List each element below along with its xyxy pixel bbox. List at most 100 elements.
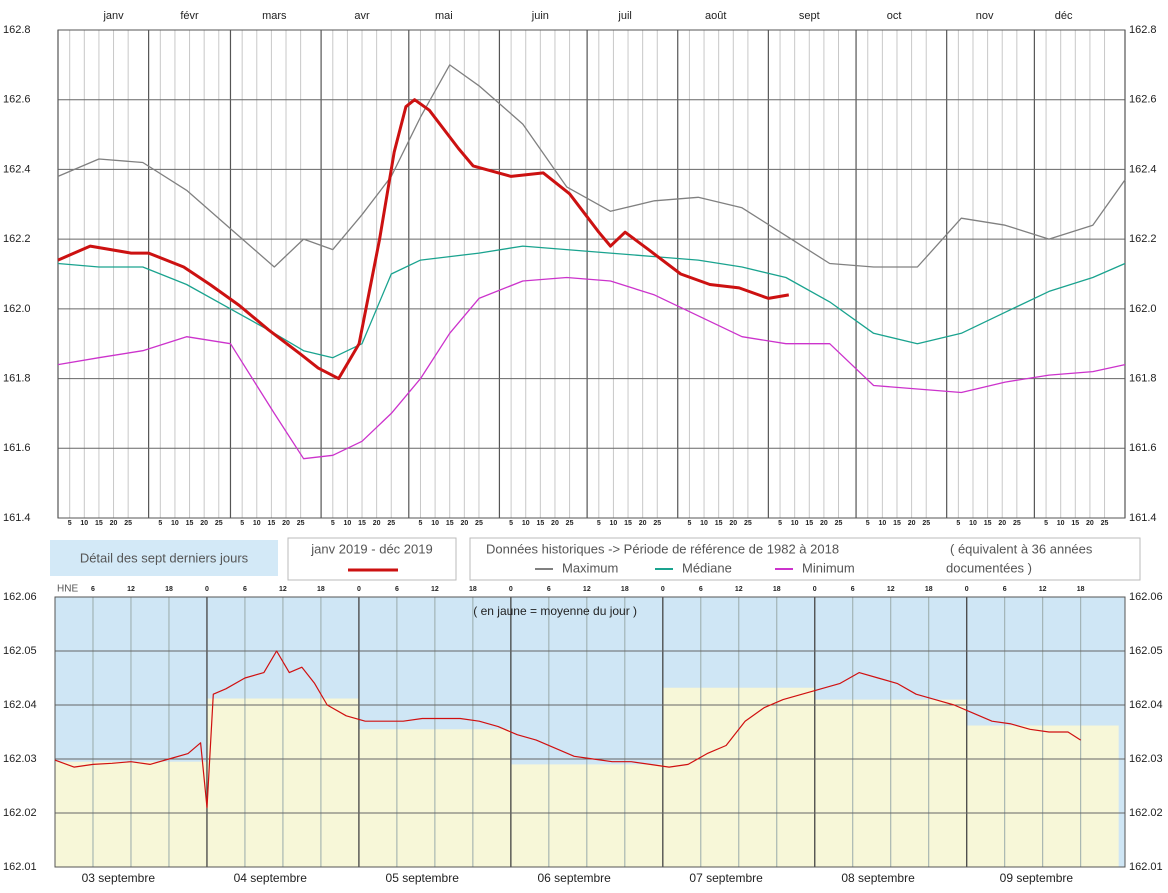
y-tick-label-right: 162.8 <box>1129 24 1157 36</box>
x-tick-label: août <box>705 10 726 22</box>
day-tick-label: 20 <box>200 520 208 527</box>
day-tick-label: 25 <box>653 520 661 527</box>
day-tick-label: 20 <box>998 520 1006 527</box>
series-line <box>57 245 1126 359</box>
legend-title: Données historiques -> Période de référe… <box>486 541 839 556</box>
x-tick-label: 6 <box>1003 586 1007 593</box>
day-tick-label: 15 <box>1071 520 1079 527</box>
day-tick-label: 10 <box>1057 520 1065 527</box>
x-tick-label: juin <box>531 10 549 22</box>
day-tick-label: 20 <box>1086 520 1094 527</box>
legend-label: Maximum <box>562 560 618 575</box>
y-tick-label-right: 162.05 <box>1129 645 1163 657</box>
x-tick-label: 12 <box>127 586 135 593</box>
day-tick-label: 5 <box>956 520 960 527</box>
x-tick-label: 18 <box>1077 586 1085 593</box>
day-tick-label: 25 <box>215 520 223 527</box>
day-tick-label: 5 <box>158 520 162 527</box>
x-axis-label: HNE <box>57 584 78 595</box>
x-tick-label: 0 <box>357 586 361 593</box>
day-tick-label: 15 <box>95 520 103 527</box>
day-tick-label: 10 <box>791 520 799 527</box>
x-tick-label: mars <box>262 10 287 22</box>
x-tick-label: 0 <box>965 586 969 593</box>
x-tick-label: 6 <box>395 586 399 593</box>
y-tick-label: 162.2 <box>3 233 31 245</box>
day-tick-label: 10 <box>969 520 977 527</box>
y-tick-label-right: 162.03 <box>1129 753 1163 765</box>
day-tick-label: 15 <box>715 520 723 527</box>
legend-box-history <box>469 537 1141 581</box>
y-tick-label: 162.8 <box>3 24 31 36</box>
day-tick-label: 20 <box>282 520 290 527</box>
day-tick-label: 15 <box>446 520 454 527</box>
day-tick-label: 15 <box>893 520 901 527</box>
day-tick-label: 25 <box>387 520 395 527</box>
x-tick-label: sept <box>799 10 820 22</box>
x-tick-label: 6 <box>851 586 855 593</box>
x-tick-label: nov <box>976 10 994 22</box>
day-label: 09 septembre <box>1000 871 1074 885</box>
day-tick-label: 5 <box>597 520 601 527</box>
day-tick-label: 20 <box>908 520 916 527</box>
y-tick-label: 161.8 <box>3 372 31 384</box>
x-tick-label: oct <box>887 10 902 22</box>
day-tick-label: 20 <box>551 520 559 527</box>
day-tick-label: 15 <box>268 520 276 527</box>
day-tick-label: 10 <box>253 520 261 527</box>
y-tick-label: 162.4 <box>3 163 31 175</box>
day-tick-label: 10 <box>344 520 352 527</box>
annotation: ( en jaune = moyenne du jour ) <box>473 604 637 618</box>
y-tick-label-right: 161.6 <box>1129 442 1157 454</box>
day-tick-label: 5 <box>331 520 335 527</box>
day-tick-label: 20 <box>460 520 468 527</box>
x-tick-label: 18 <box>469 586 477 593</box>
y-tick-label-right: 162.2 <box>1129 233 1157 245</box>
day-tick-label: 25 <box>1101 520 1109 527</box>
y-tick-label: 162.04 <box>3 699 37 711</box>
x-tick-label: 12 <box>735 586 743 593</box>
day-tick-label: 25 <box>1013 520 1021 527</box>
detail-title: Détail des sept derniers jours <box>80 550 249 565</box>
day-tick-label: 15 <box>358 520 366 527</box>
x-tick-label: 6 <box>91 586 95 593</box>
x-tick-label: 6 <box>547 586 551 593</box>
y-tick-label: 162.02 <box>3 807 37 819</box>
y-tick-label-right: 162.02 <box>1129 807 1163 819</box>
series-line <box>57 276 1126 460</box>
day-tick-label: 5 <box>419 520 423 527</box>
y-tick-label-right: 161.8 <box>1129 372 1157 384</box>
detail-box <box>50 540 278 576</box>
y-tick-label-right: 162.4 <box>1129 163 1157 175</box>
day-tick-label: 25 <box>566 520 574 527</box>
day-tick-label: 25 <box>744 520 752 527</box>
y-tick-label: 162.01 <box>3 861 37 873</box>
day-tick-label: 20 <box>729 520 737 527</box>
day-tick-label: 25 <box>124 520 132 527</box>
day-label: 07 septembre <box>689 871 763 885</box>
x-tick-label: 12 <box>1039 586 1047 593</box>
legend-note: ( équivalent à 36 années <box>950 541 1093 556</box>
day-tick-label: 20 <box>639 520 647 527</box>
x-tick-label: 6 <box>699 586 703 593</box>
x-tick-label: 12 <box>887 586 895 593</box>
day-tick-label: 10 <box>878 520 886 527</box>
day-tick-label: 5 <box>687 520 691 527</box>
x-tick-label: 12 <box>279 586 287 593</box>
y-tick-label: 161.6 <box>3 442 31 454</box>
day-tick-label: 20 <box>820 520 828 527</box>
day-tick-label: 25 <box>835 520 843 527</box>
day-tick-label: 10 <box>700 520 708 527</box>
day-tick-label: 10 <box>171 520 179 527</box>
y-tick-label: 162.03 <box>3 753 37 765</box>
x-tick-label: déc <box>1055 10 1073 22</box>
day-label: 03 septembre <box>82 871 156 885</box>
plot-frame <box>54 596 1126 868</box>
series-line <box>54 650 1082 809</box>
y-tick-label-right: 162.0 <box>1129 303 1157 315</box>
day-label: 08 septembre <box>841 871 915 885</box>
day-tick-label: 5 <box>778 520 782 527</box>
day-tick-label: 5 <box>509 520 513 527</box>
y-tick-label-right: 162.04 <box>1129 699 1163 711</box>
